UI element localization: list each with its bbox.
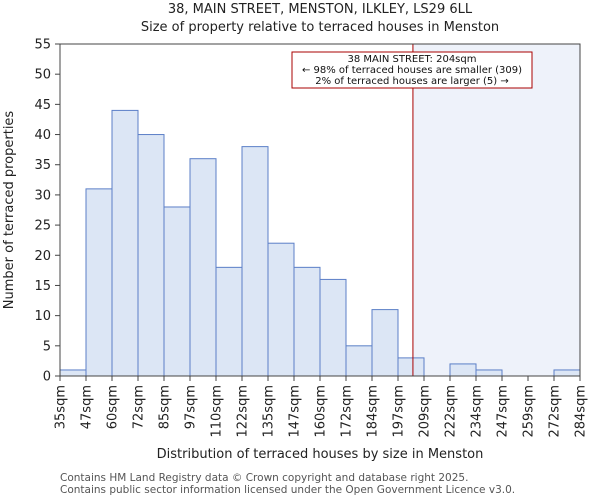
bar-122sqm xyxy=(241,146,269,377)
x-tick-label: 172sqm xyxy=(340,385,355,438)
bar-197sqm xyxy=(397,357,425,377)
x-tick-label: 47sqm xyxy=(80,385,95,429)
y-tick-label: 5 xyxy=(43,339,51,354)
bar-97sqm xyxy=(189,158,217,377)
bar-72sqm xyxy=(137,134,165,377)
bar-222sqm xyxy=(449,363,477,377)
annotation-line-2: ← 98% of terraced houses are smaller (30… xyxy=(302,65,522,76)
bar-135sqm xyxy=(267,242,295,377)
y-axis-label: Number of terraced properties xyxy=(2,111,17,310)
x-tick-label: 110sqm xyxy=(210,385,225,438)
annotation-box xyxy=(291,51,533,89)
x-tick-label: 272sqm xyxy=(548,385,563,438)
y-tick-label: 0 xyxy=(43,370,51,385)
x-tick-label: 234sqm xyxy=(470,385,485,438)
bar-160sqm xyxy=(319,278,347,377)
x-tick-label: 259sqm xyxy=(522,385,537,438)
annotation-line-3: 2% of terraced houses are larger (5) → xyxy=(315,76,509,87)
bar-234sqm xyxy=(475,369,503,377)
bar-110sqm xyxy=(215,266,243,377)
x-tick-label: 197sqm xyxy=(392,385,407,438)
x-tick-label: 97sqm xyxy=(184,385,199,429)
bar-172sqm xyxy=(345,345,373,377)
x-tick-label: 85sqm xyxy=(158,385,173,429)
x-axis-label: Distribution of terraced houses by size … xyxy=(157,447,484,462)
y-tick-label: 10 xyxy=(34,309,51,324)
y-tick-label: 20 xyxy=(34,249,51,264)
y-tick-label: 25 xyxy=(34,219,51,234)
chart-subtitle: Size of property relative to terraced ho… xyxy=(141,20,499,35)
y-tick-label: 40 xyxy=(34,128,51,143)
y-tick-label: 35 xyxy=(34,158,51,173)
chart-title: 38, MAIN STREET, MENSTON, ILKLEY, LS29 6… xyxy=(168,2,473,17)
x-tick-label: 209sqm xyxy=(418,385,433,438)
bar-85sqm xyxy=(163,206,191,377)
bar-35sqm xyxy=(59,369,87,377)
x-tick-label: 122sqm xyxy=(236,385,251,438)
bar-47sqm xyxy=(85,188,113,377)
x-tick-label: 35sqm xyxy=(54,385,69,429)
y-ticks-group: 0 5 10 15 20 25 30 35 40 45 50 55 xyxy=(34,38,60,385)
x-tick-label: 222sqm xyxy=(444,385,459,438)
footer-line-2: Contains public sector information licen… xyxy=(60,484,515,496)
y-tick-label: 50 xyxy=(34,68,51,83)
x-tick-label: 147sqm xyxy=(288,385,303,438)
x-tick-label: 284sqm xyxy=(574,385,589,438)
x-ticks-group: 35sqm 47sqm 60sqm 72sqm 85sqm 97sqm 110sqm 122s… xyxy=(54,376,589,438)
x-tick-label: 60sqm xyxy=(106,385,121,429)
y-tick-label: 45 xyxy=(34,98,51,113)
y-tick-label: 15 xyxy=(34,279,51,294)
x-tick-label: 160sqm xyxy=(314,385,329,438)
x-tick-label: 184sqm xyxy=(366,385,381,438)
bars-group xyxy=(59,109,581,377)
x-tick-label: 135sqm xyxy=(262,385,277,438)
x-tick-label: 72sqm xyxy=(132,385,147,429)
x-tick-label: 247sqm xyxy=(496,385,511,438)
bar-184sqm xyxy=(371,309,399,377)
bar-272sqm xyxy=(553,369,581,377)
y-tick-label: 30 xyxy=(34,188,51,203)
bar-60sqm xyxy=(111,109,139,377)
annotation-line-1: 38 MAIN STREET: 204sqm xyxy=(348,54,477,65)
y-tick-label: 55 xyxy=(34,38,51,53)
bar-147sqm xyxy=(293,266,321,377)
footer-line-1: Contains HM Land Registry data © Crown c… xyxy=(60,472,468,484)
highlight-region xyxy=(412,44,580,376)
